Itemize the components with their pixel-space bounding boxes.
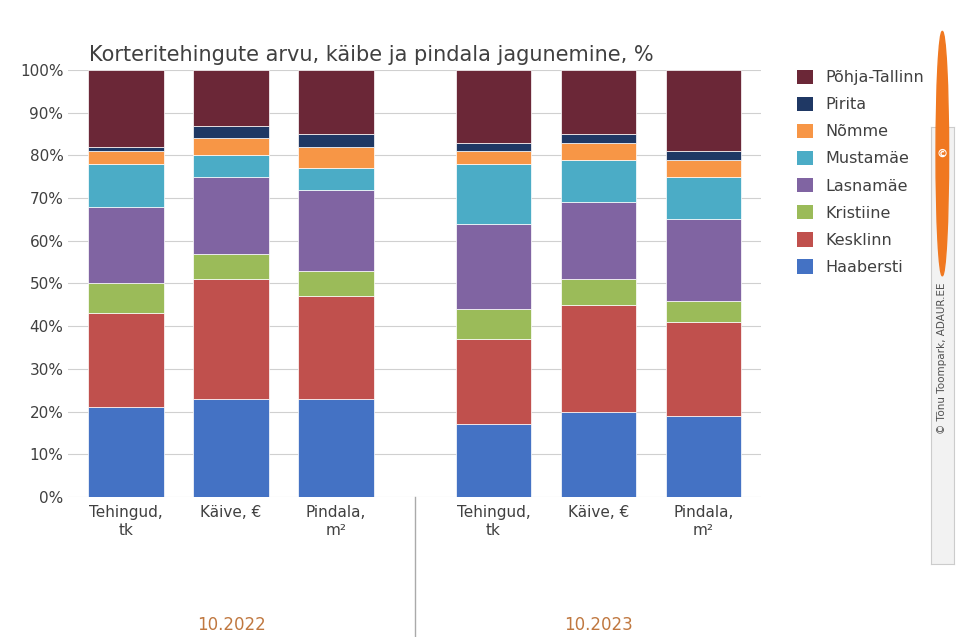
Bar <box>299 399 374 497</box>
Bar <box>666 301 742 322</box>
Bar <box>88 70 164 147</box>
Bar <box>666 70 742 151</box>
Bar <box>193 125 268 138</box>
Bar <box>456 151 531 164</box>
Bar <box>88 151 164 164</box>
Text: ©: © <box>937 148 948 159</box>
Bar <box>456 164 531 224</box>
Bar <box>456 309 531 339</box>
Bar <box>561 143 636 160</box>
Bar <box>193 176 268 254</box>
Bar <box>299 147 374 168</box>
Bar <box>666 322 742 416</box>
Bar <box>299 271 374 296</box>
Bar <box>561 134 636 143</box>
Text: Korteritehingute arvu, käibe ja pindala jagunemine, %: Korteritehingute arvu, käibe ja pindala … <box>89 45 653 64</box>
Text: 10.2023: 10.2023 <box>564 617 632 634</box>
Bar <box>561 279 636 304</box>
Bar <box>666 176 742 219</box>
Bar <box>666 219 742 301</box>
Bar <box>299 134 374 147</box>
Bar <box>666 416 742 497</box>
Bar <box>193 399 268 497</box>
Bar <box>299 190 374 271</box>
Bar <box>299 168 374 190</box>
Bar <box>88 206 164 283</box>
Circle shape <box>936 31 949 276</box>
Bar <box>666 151 742 160</box>
Bar <box>193 279 268 399</box>
Bar <box>456 70 531 143</box>
Bar <box>456 224 531 309</box>
Bar <box>299 70 374 134</box>
Bar <box>193 138 268 155</box>
Bar <box>299 296 374 399</box>
Bar <box>561 160 636 203</box>
Bar <box>456 339 531 424</box>
Bar <box>561 412 636 497</box>
Bar <box>193 70 268 125</box>
Bar <box>666 160 742 176</box>
Text: 10.2022: 10.2022 <box>197 617 265 634</box>
Bar <box>88 164 164 206</box>
Legend: Põhja-Tallinn, Pirita, Nõmme, Mustamäe, Lasnamäe, Kristiine, Kesklinn, Haabersti: Põhja-Tallinn, Pirita, Nõmme, Mustamäe, … <box>797 69 924 275</box>
Bar <box>456 424 531 497</box>
Bar <box>88 283 164 313</box>
Bar <box>88 407 164 497</box>
Bar <box>561 304 636 412</box>
Bar <box>561 70 636 134</box>
Text: © Tõnu Toompark, ADAUR.EE: © Tõnu Toompark, ADAUR.EE <box>937 283 948 434</box>
Bar <box>561 203 636 279</box>
Bar <box>193 254 268 279</box>
Bar <box>88 147 164 151</box>
Bar <box>456 143 531 151</box>
Bar <box>88 313 164 407</box>
Bar <box>193 155 268 176</box>
